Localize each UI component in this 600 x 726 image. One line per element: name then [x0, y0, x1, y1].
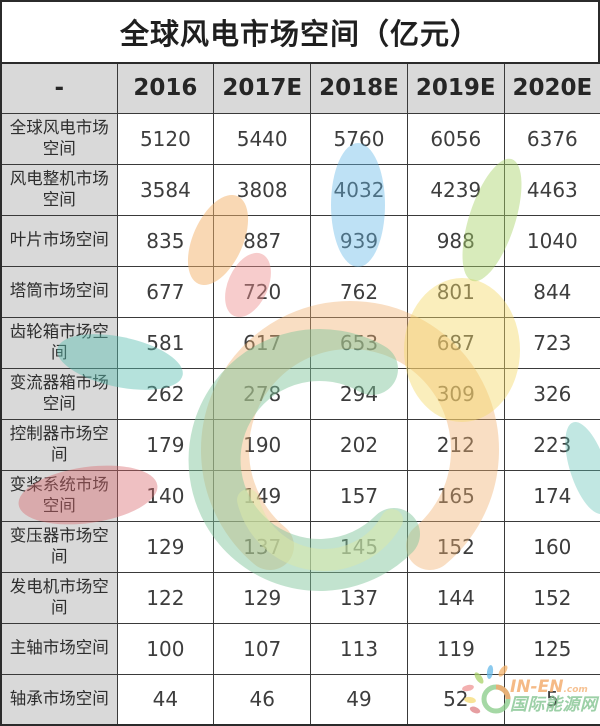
data-cell: 278 — [213, 367, 312, 420]
table-row: 变桨系统市场空间 140 149 157 165 174 — [0, 469, 600, 522]
data-cell: 844 — [503, 265, 600, 318]
data-cell: 294 — [310, 367, 408, 420]
data-cell: 174 — [503, 469, 600, 522]
data-cell: 939 — [310, 214, 408, 267]
data-cell: 6056 — [406, 112, 505, 165]
data-cell: 165 — [406, 469, 505, 522]
table-row: 主轴市场空间 100 107 113 119 125 — [0, 622, 600, 675]
data-cell: 152 — [406, 520, 505, 573]
row-label: 变流器箱市场空间 — [0, 367, 118, 420]
data-cell: 145 — [310, 520, 408, 573]
data-cell: 152 — [503, 571, 600, 624]
row-label: 控制器市场空间 — [0, 418, 118, 471]
data-cell: 190 — [213, 418, 312, 471]
table-title: 全球风电市场空间（亿元） — [0, 0, 600, 62]
data-cell: 202 — [310, 418, 408, 471]
table-row: 齿轮箱市场空间 581 617 653 687 723 — [0, 316, 600, 369]
column-header: 2018E — [310, 62, 408, 114]
data-cell: 5440 — [213, 112, 312, 165]
data-cell: 5760 — [310, 112, 408, 165]
data-cell: 801 — [406, 265, 505, 318]
table-row: 全球风电市场空间 5120 5440 5760 6056 6376 — [0, 112, 600, 165]
data-cell: 107 — [213, 622, 312, 675]
row-label: 全球风电市场空间 — [0, 112, 118, 165]
table-body: 全球风电市场空间 5120 5440 5760 6056 6376 风电整机市场空间 3584… — [0, 112, 600, 726]
table-row: 发电机市场空间 122 129 137 144 152 — [0, 571, 600, 624]
table-row: 叶片市场空间 835 887 939 988 1040 — [0, 214, 600, 267]
row-label: 变压器市场空间 — [0, 520, 118, 573]
data-cell: 129 — [213, 571, 312, 624]
data-cell: 326 — [503, 367, 600, 420]
data-cell: 262 — [116, 367, 215, 420]
corner-header: - — [0, 62, 118, 114]
data-cell: 887 — [213, 214, 312, 267]
data-cell: 46 — [213, 673, 312, 726]
column-header: 2020E — [503, 62, 600, 114]
table-row: 风电整机市场空间 3584 3808 4032 4239 4463 — [0, 163, 600, 216]
data-cell: 677 — [116, 265, 215, 318]
table-row: 塔筒市场空间 677 720 762 801 844 — [0, 265, 600, 318]
data-cell: 179 — [116, 418, 215, 471]
data-cell: 119 — [406, 622, 505, 675]
table-row: 轴承市场空间 44 46 49 52 5 — [0, 673, 600, 726]
table-row: 变流器箱市场空间 262 278 294 309 326 — [0, 367, 600, 420]
market-table: -2016 2017E 2018E 2019E 2020E 全球风电市场空间 5120 54… — [0, 62, 600, 726]
data-cell: 309 — [406, 367, 505, 420]
data-cell: 129 — [116, 520, 215, 573]
data-cell: 113 — [310, 622, 408, 675]
table-row: 控制器市场空间 179 190 202 212 223 — [0, 418, 600, 471]
data-cell: 687 — [406, 316, 505, 369]
row-label: 塔筒市场空间 — [0, 265, 118, 318]
data-cell: 122 — [116, 571, 215, 624]
header-row: -2016 2017E 2018E 2019E 2020E — [0, 62, 600, 114]
data-cell: 4239 — [406, 163, 505, 216]
data-cell: 44 — [116, 673, 215, 726]
row-label: 发电机市场空间 — [0, 571, 118, 624]
data-cell: 723 — [503, 316, 600, 369]
data-cell: 100 — [116, 622, 215, 675]
data-cell: 4463 — [503, 163, 600, 216]
row-label: 风电整机市场空间 — [0, 163, 118, 216]
data-cell: 52 — [406, 673, 505, 726]
column-header: 2019E — [406, 62, 505, 114]
table-row: 变压器市场空间 129 137 145 152 160 — [0, 520, 600, 573]
data-cell: 140 — [116, 469, 215, 522]
data-cell: 988 — [406, 214, 505, 267]
data-cell: 125 — [503, 622, 600, 675]
data-cell: 3808 — [213, 163, 312, 216]
row-label: 叶片市场空间 — [0, 214, 118, 267]
column-header: 2017E — [213, 62, 312, 114]
data-cell: 157 — [310, 469, 408, 522]
data-cell: 49 — [310, 673, 408, 726]
data-cell: 160 — [503, 520, 600, 573]
data-cell: 835 — [116, 214, 215, 267]
data-cell: 144 — [406, 571, 505, 624]
data-cell: 4032 — [310, 163, 408, 216]
table-head: -2016 2017E 2018E 2019E 2020E — [0, 62, 600, 114]
data-cell: 137 — [213, 520, 312, 573]
row-label: 变桨系统市场空间 — [0, 469, 118, 522]
row-label: 主轴市场空间 — [0, 622, 118, 675]
data-cell: 5120 — [116, 112, 215, 165]
data-cell: 212 — [406, 418, 505, 471]
row-label: 轴承市场空间 — [0, 673, 118, 726]
data-cell: 581 — [116, 316, 215, 369]
data-cell: 617 — [213, 316, 312, 369]
data-cell: 223 — [503, 418, 600, 471]
data-cell: 762 — [310, 265, 408, 318]
data-cell: 149 — [213, 469, 312, 522]
column-header: 2016 — [116, 62, 215, 114]
data-cell: 6376 — [503, 112, 600, 165]
data-cell: 3584 — [116, 163, 215, 216]
data-cell: 653 — [310, 316, 408, 369]
data-cell: 1040 — [503, 214, 600, 267]
data-cell: 720 — [213, 265, 312, 318]
data-cell: 5 — [503, 673, 600, 726]
row-label: 齿轮箱市场空间 — [0, 316, 118, 369]
data-cell: 137 — [310, 571, 408, 624]
